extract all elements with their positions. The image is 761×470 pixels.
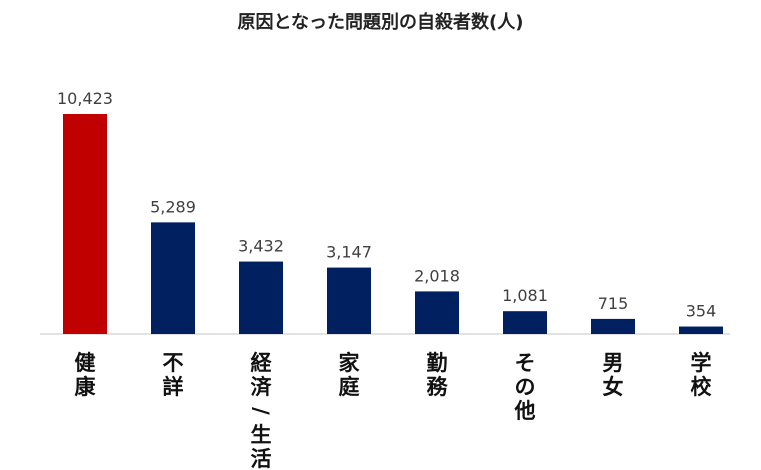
category-char: 他: [514, 399, 536, 423]
category-char: 校: [691, 375, 713, 399]
category-char: 健: [75, 351, 96, 375]
value-label-6: 715: [598, 294, 629, 313]
bar-3: [327, 267, 371, 334]
category-label-3: 家庭: [339, 351, 361, 399]
bar-6: [591, 318, 635, 334]
category-char: 学: [691, 351, 712, 375]
bar-2: [239, 261, 283, 334]
category-char: 経: [251, 351, 273, 375]
category-char: 不: [163, 351, 184, 375]
category-char: 男: [603, 351, 624, 375]
value-label-7: 354: [686, 302, 717, 321]
category-char: 済: [251, 375, 273, 399]
category-char: 女: [603, 375, 624, 399]
category-label-0: 健康: [75, 351, 97, 399]
category-char: そ: [515, 351, 536, 375]
category-char: /: [249, 407, 273, 415]
category-char: 家: [339, 351, 361, 375]
category-char: 勤: [427, 351, 448, 375]
value-label-4: 2,018: [414, 266, 460, 285]
category-label-2: 経済 / 生活: [249, 351, 273, 470]
category-char: 活: [251, 447, 272, 470]
category-label-1: 不詳: [163, 351, 184, 399]
category-char: 康: [75, 375, 97, 399]
value-label-3: 3,147: [326, 243, 372, 262]
category-label-4: 勤務: [427, 351, 449, 399]
bar-5: [503, 311, 547, 334]
bar-7: [679, 326, 723, 334]
value-label-2: 3,432: [238, 237, 284, 256]
value-label-0: 10,423: [57, 89, 113, 108]
category-char: 務: [427, 375, 449, 399]
value-label-1: 5,289: [150, 197, 196, 216]
bar-1: [151, 222, 195, 334]
bar-0: [63, 114, 107, 334]
category-char: 庭: [339, 375, 360, 399]
category-label-5: その他: [514, 351, 536, 423]
category-char: 生: [251, 423, 272, 447]
category-char: 詳: [163, 375, 184, 399]
bar-4: [415, 291, 459, 334]
category-char: の: [515, 375, 536, 399]
chart-title: 原因となった問題別の自殺者数(人): [237, 12, 524, 33]
category-label-7: 学校: [691, 351, 713, 399]
category-label-6: 男女: [603, 351, 624, 399]
value-label-5: 1,081: [502, 286, 548, 305]
